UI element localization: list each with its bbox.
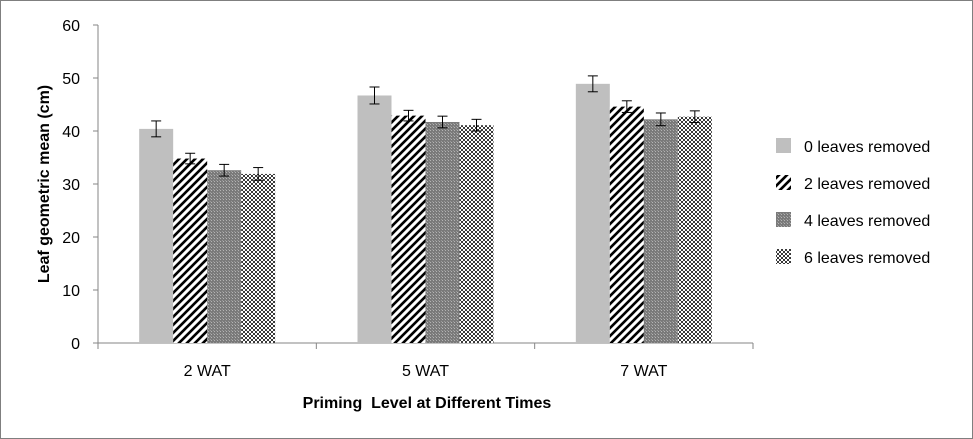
x-tick-label: 2 WAT xyxy=(184,363,231,380)
bar xyxy=(425,121,460,344)
bar xyxy=(391,115,426,343)
legend-swatch xyxy=(776,175,791,190)
bar-series xyxy=(139,83,712,344)
chart-legend: 0 leaves removed 2 leaves removed 4 leaves… xyxy=(776,138,930,267)
bar xyxy=(609,106,644,344)
legend-swatch xyxy=(776,138,791,153)
legend-label: 6 leaves removed xyxy=(804,250,930,267)
x-tick-label: 5 WAT xyxy=(402,363,449,380)
x-axis-title: Priming Level at Different Times xyxy=(303,395,552,412)
bar xyxy=(643,119,678,343)
bar xyxy=(241,173,276,343)
x-axis-ticks: 2 WAT 5 WAT 7 WAT xyxy=(97,343,754,380)
error-bars xyxy=(151,75,700,181)
legend-swatch xyxy=(776,249,791,264)
legend-label: 2 leaves removed xyxy=(804,176,930,193)
bar xyxy=(459,125,494,343)
x-tick-label: 7 WAT xyxy=(620,363,667,380)
y-tick-label: 0 xyxy=(71,336,80,353)
y-tick-label: 60 xyxy=(62,18,80,35)
y-tick-label: 30 xyxy=(62,177,80,194)
bar xyxy=(357,95,392,344)
bar xyxy=(575,83,610,343)
y-axis-title: Leaf geometric mean (cm) xyxy=(36,85,53,283)
y-tick-label: 10 xyxy=(62,283,80,300)
y-tick-label: 50 xyxy=(62,71,80,88)
y-axis-ticks: 0 10 20 30 40 50 60 xyxy=(62,18,98,353)
y-tick-label: 40 xyxy=(62,124,80,141)
y-tick-label: 20 xyxy=(62,230,80,247)
bar xyxy=(207,170,242,343)
legend-swatch xyxy=(776,212,791,227)
legend-label: 0 leaves removed xyxy=(804,139,930,156)
bar xyxy=(677,116,712,343)
legend-label: 4 leaves removed xyxy=(804,213,930,230)
bar xyxy=(173,158,208,343)
bar xyxy=(139,128,174,343)
